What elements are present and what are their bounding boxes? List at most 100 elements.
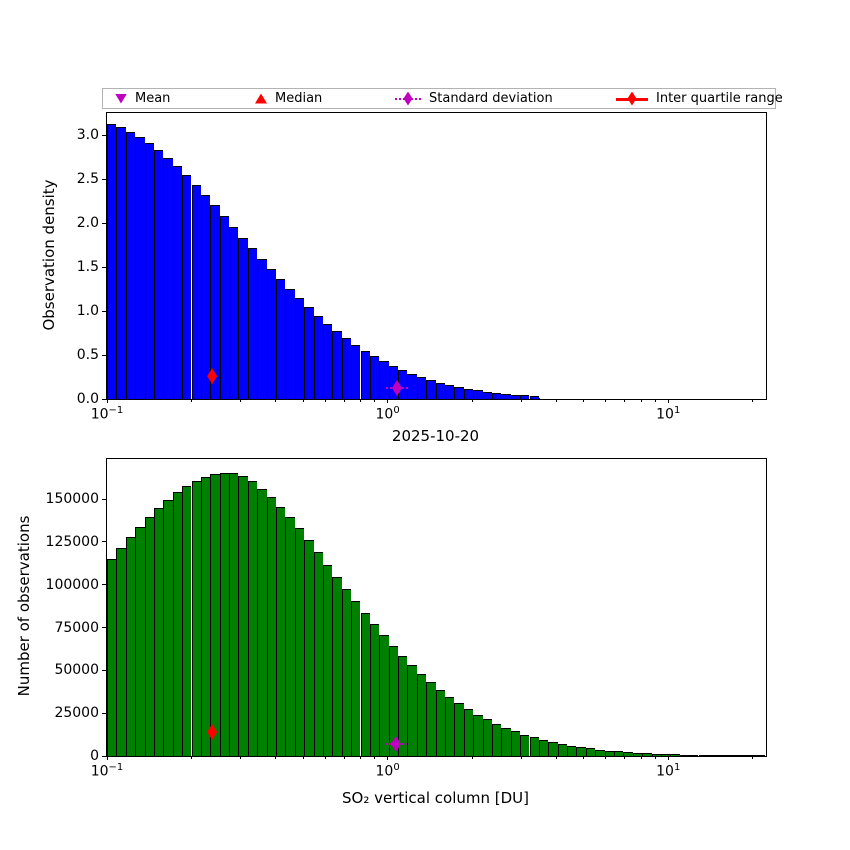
histogram-bar <box>426 682 436 756</box>
histogram-bar <box>257 258 267 399</box>
histogram-bar <box>595 749 605 756</box>
histogram-bar <box>642 753 652 756</box>
x-minor-tick <box>190 399 192 402</box>
y-tick-label: 25000 <box>54 705 99 722</box>
histogram-bar <box>247 481 258 756</box>
x-minor-tick <box>654 399 656 402</box>
x-minor-tick <box>471 399 473 402</box>
histogram-bar <box>520 734 530 756</box>
histogram-bar <box>473 714 483 756</box>
x-minor-tick <box>324 399 326 402</box>
y-tick-label: 0 <box>90 748 99 764</box>
histogram-bar <box>726 755 737 756</box>
histogram-bar <box>426 380 436 399</box>
x-minor-tick <box>359 399 361 402</box>
histogram-bar <box>182 486 192 756</box>
histogram-bar <box>210 205 220 399</box>
histogram-bar <box>276 279 286 399</box>
histogram-bar <box>501 727 511 756</box>
legend-label-inter-quartile-range: Inter quartile range <box>656 91 783 106</box>
histogram-bar <box>717 755 727 756</box>
y-tick-label: 150000 <box>45 491 99 508</box>
histogram-bar <box>116 548 126 756</box>
histogram-bar <box>369 624 380 756</box>
histogram-bar <box>144 142 154 399</box>
x-minor-tick <box>190 756 192 759</box>
histogram-bar <box>398 655 408 756</box>
histogram-bar <box>463 709 474 756</box>
standard-deviation-marker-icon <box>392 380 402 396</box>
histogram-bar <box>135 136 145 399</box>
legend-label-standard-deviation: Standard deviation <box>429 91 553 106</box>
histogram-bar <box>219 216 230 399</box>
histogram-bar <box>163 499 173 756</box>
x-minor-tick <box>324 756 326 759</box>
x-minor-tick <box>359 756 361 759</box>
histogram-bar <box>416 673 427 756</box>
x-minor-tick <box>240 399 242 402</box>
bottom-histogram-plot <box>106 458 767 757</box>
legend-diamond-shape <box>627 91 637 106</box>
x-minor-tick <box>302 399 304 402</box>
histogram-bar <box>510 731 521 756</box>
legend-item-inter-quartile-range: Inter quartile range <box>616 89 783 108</box>
y-tick <box>102 627 106 629</box>
x-major-tick <box>106 756 108 760</box>
x-major-tick <box>387 399 389 403</box>
histogram-end-edge <box>538 398 540 399</box>
histogram-bar <box>313 315 323 399</box>
histogram-bar <box>407 373 417 399</box>
histogram-bar <box>585 748 596 756</box>
histogram-bar <box>332 331 342 399</box>
histogram-bar <box>482 391 492 399</box>
histogram-bar <box>172 166 183 399</box>
histogram-bar <box>360 613 370 756</box>
histogram-bar <box>689 754 699 756</box>
x-minor-tick <box>521 399 523 402</box>
histogram-bar <box>623 752 633 756</box>
histogram-bar <box>238 237 248 399</box>
histogram-bar <box>388 366 399 399</box>
inter-quartile-range-marker-icon <box>207 724 218 741</box>
histogram-bar <box>276 506 286 756</box>
histogram-bar <box>229 226 239 399</box>
top-x-axis-label-date: 2025-10-20 <box>391 427 480 445</box>
histogram-bar <box>529 396 539 399</box>
histogram-bar <box>698 755 708 756</box>
y-tick-label: 50000 <box>54 662 99 679</box>
x-tick-label: 10−1 <box>90 762 124 780</box>
x-minor-tick <box>654 756 656 759</box>
histogram-bar <box>604 750 614 756</box>
x-minor-tick <box>374 399 376 402</box>
histogram-bar <box>754 755 765 756</box>
y-tick-label: 1.0 <box>76 303 99 320</box>
histogram-bar <box>707 755 718 756</box>
histogram-bar <box>200 195 211 399</box>
x-minor-tick <box>556 399 558 402</box>
histogram-bar <box>491 392 502 399</box>
y-tick <box>102 712 106 714</box>
x-minor-tick <box>624 399 626 402</box>
histogram-bar <box>107 124 117 399</box>
histogram-bar <box>182 175 192 399</box>
y-tick <box>102 310 106 312</box>
histogram-bar <box>557 744 568 756</box>
x-minor-tick <box>521 756 523 759</box>
y-tick <box>102 498 106 500</box>
y-tick <box>102 354 106 356</box>
inter-quartile-range-marker-icon <box>207 368 218 385</box>
x-minor-tick <box>343 756 345 759</box>
histogram-bar <box>229 472 239 756</box>
histogram-bar <box>304 540 314 756</box>
histogram-bar <box>388 645 399 756</box>
y-tick <box>102 541 106 543</box>
histogram-bar <box>538 739 549 756</box>
histogram-bar <box>576 747 586 756</box>
y-tick-label: 100000 <box>45 576 99 593</box>
histogram-bar <box>501 394 511 399</box>
histogram-bar <box>125 131 136 399</box>
y-tick-label: 1.5 <box>76 259 99 276</box>
histogram-bar <box>191 481 201 756</box>
histogram-bar <box>473 390 483 399</box>
histogram-bar <box>313 552 323 756</box>
